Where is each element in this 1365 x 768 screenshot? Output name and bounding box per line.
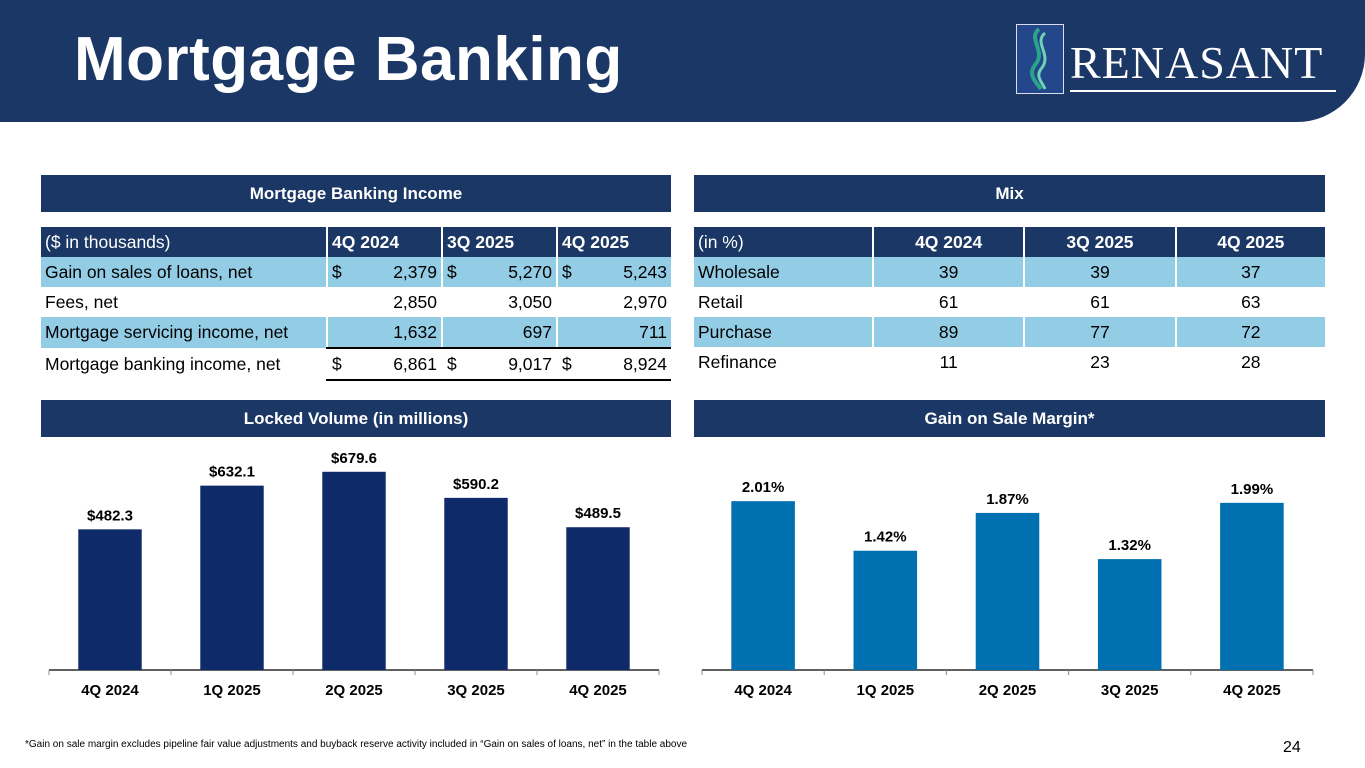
table-row: Fees, net 2,850 3,050 2,970: [41, 287, 671, 317]
locked-volume-category-label: 2Q 2025: [325, 682, 383, 699]
cell: 23: [1023, 347, 1176, 377]
table-row: Refinance 11 23 28: [694, 347, 1325, 377]
cell: 39: [1023, 257, 1176, 287]
cell: 697: [441, 317, 557, 349]
gain-margin-bar: [1097, 559, 1162, 670]
gain-margin-bar: [853, 550, 918, 670]
footnote: *Gain on sale margin excludes pipeline f…: [25, 739, 688, 750]
gain-margin-category-label: 3Q 2025: [1101, 682, 1159, 699]
locked-volume-bar: [78, 529, 142, 670]
cell: $5,270: [441, 257, 557, 287]
gain-margin-bar: [1220, 502, 1284, 670]
cell: 89: [871, 317, 1025, 347]
cell: 28: [1174, 347, 1325, 377]
cell: 2,850: [326, 287, 442, 317]
table-row: Mortgage servicing income, net 1,632 697…: [41, 317, 671, 349]
cell: 37: [1174, 257, 1325, 287]
mix-table: (in %) 4Q 2024 3Q 2025 4Q 2025 Wholesale…: [694, 227, 1325, 377]
mix-col-3q2025: 3Q 2025: [1023, 227, 1176, 257]
cell: $8,924: [556, 348, 671, 381]
cell: $5,243: [556, 257, 671, 287]
header-banner: Mortgage Banking RENASANT: [0, 0, 1365, 122]
locked-volume-data-label: $482.3: [87, 507, 133, 524]
table-row: Mortgage banking income, net $6,861 $9,0…: [41, 348, 671, 381]
locked-volume-data-label: $590.2: [453, 476, 499, 493]
locked-volume-chart: $482.3 4Q 2024 $632.1 1Q 2025 $679.6 2Q 2025 $…: [48, 450, 660, 699]
cell: 61: [871, 287, 1025, 317]
cell: $2,379: [326, 257, 442, 287]
mix-col-label: (in %): [694, 227, 873, 257]
gain-margin-data-label: 2.01%: [742, 479, 785, 496]
locked-volume-bar: [322, 471, 386, 670]
mix-col-4q2024: 4Q 2024: [871, 227, 1025, 257]
cell: $6,861: [326, 348, 442, 381]
row-label: Wholesale: [694, 257, 873, 287]
gain-margin-category-label: 2Q 2025: [979, 682, 1037, 699]
mix-section-header: Mix: [694, 175, 1325, 212]
row-label: Mortgage banking income, net: [45, 353, 281, 374]
gain-margin-category-label: 4Q 2024: [734, 682, 792, 699]
cell: 711: [556, 317, 671, 349]
row-label: Refinance: [698, 351, 777, 372]
cell: 61: [1023, 287, 1176, 317]
table-row: Retail 61 61 63: [694, 287, 1325, 317]
gain-margin-bar: [975, 512, 1040, 670]
renasant-logo: RENASANT: [1016, 24, 1338, 96]
logo-underline: [1070, 90, 1336, 92]
row-label: Fees, net: [45, 291, 118, 312]
table-row: Wholesale 39 39 37: [694, 257, 1325, 287]
cell: 3,050: [441, 287, 557, 317]
mix-table-header: (in %) 4Q 2024 3Q 2025 4Q 2025: [694, 227, 1325, 257]
page-number: 24: [1283, 739, 1301, 756]
logo-wordmark: RENASANT: [1070, 37, 1324, 88]
cell: 72: [1174, 317, 1325, 347]
page-title: Mortgage Banking: [74, 25, 623, 94]
renasant-swoosh-logo-icon: [1016, 24, 1064, 94]
table-row: Purchase 89 77 72: [694, 317, 1325, 347]
cell: 77: [1023, 317, 1176, 347]
locked-volume-bar: [566, 527, 630, 670]
gain-margin-header: Gain on Sale Margin*: [694, 400, 1325, 437]
income-table-header: ($ in thousands) 4Q 2024 3Q 2025 4Q 2025: [41, 227, 671, 257]
locked-volume-bar: [200, 485, 264, 670]
gain-margin-chart: 2.01% 4Q 2024 1.42% 1Q 2025 1.87% 2Q 2025 1.32…: [701, 479, 1314, 699]
locked-volume-category-label: 1Q 2025: [203, 682, 261, 699]
row-label: Mortgage servicing income, net: [41, 317, 327, 348]
cell: 63: [1174, 287, 1325, 317]
locked-volume-data-label: $679.6: [331, 450, 377, 467]
row-label: Gain on sales of loans, net: [41, 257, 327, 287]
row-label: Retail: [698, 291, 743, 312]
locked-volume-category-label: 3Q 2025: [447, 682, 505, 699]
locked-volume-category-label: 4Q 2025: [569, 682, 627, 699]
cell: 2,970: [556, 287, 671, 317]
locked-volume-header: Locked Volume (in millions): [41, 400, 671, 437]
gain-margin-category-label: 1Q 2025: [857, 682, 915, 699]
gain-margin-data-label: 1.87%: [986, 491, 1029, 508]
gain-margin-data-label: 1.42%: [864, 529, 907, 546]
gain-margin-data-label: 1.99%: [1231, 481, 1274, 498]
gain-margin-bar: [731, 501, 795, 670]
locked-volume-data-label: $632.1: [209, 464, 255, 481]
locked-volume-bar: [444, 497, 508, 670]
table-row: Gain on sales of loans, net $2,379 $5,27…: [41, 257, 671, 287]
mix-col-4q2025: 4Q 2025: [1174, 227, 1325, 257]
income-col-4q2024: 4Q 2024: [326, 227, 442, 257]
income-col-4q2025: 4Q 2025: [556, 227, 671, 257]
locked-volume-category-label: 4Q 2024: [81, 682, 139, 699]
income-table: ($ in thousands) 4Q 2024 3Q 2025 4Q 2025…: [41, 227, 671, 381]
gain-margin-data-label: 1.32%: [1108, 537, 1151, 554]
cell: 11: [871, 347, 1025, 377]
income-col-label: ($ in thousands): [41, 227, 327, 257]
locked-volume-data-label: $489.5: [575, 505, 621, 522]
gain-margin-category-label: 4Q 2025: [1223, 682, 1281, 699]
row-label: Purchase: [694, 317, 873, 347]
income-col-3q2025: 3Q 2025: [441, 227, 557, 257]
cell: $9,017: [441, 348, 557, 381]
cell: 39: [871, 257, 1025, 287]
cell: 1,632: [326, 317, 442, 349]
income-section-header: Mortgage Banking Income: [41, 175, 671, 212]
